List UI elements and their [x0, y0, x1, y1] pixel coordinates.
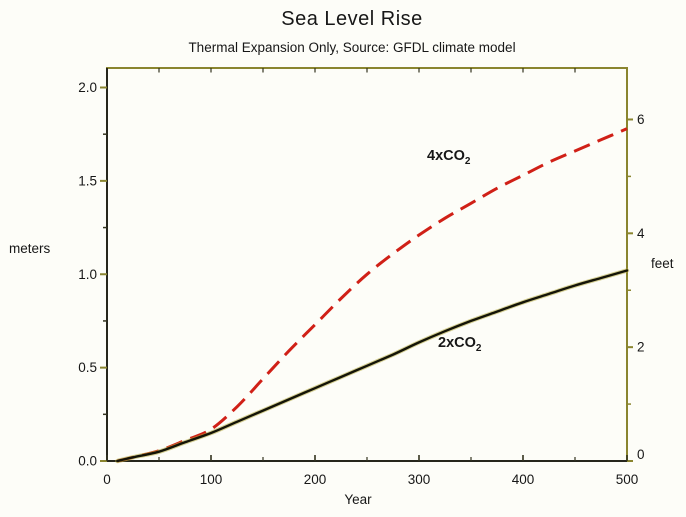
- axis-ticks: [100, 68, 633, 462]
- x-axis-tick-label: 200: [304, 472, 327, 487]
- chart-title: Sea Level Rise: [281, 8, 423, 30]
- left-axis-tick-label: 1.0: [78, 267, 97, 282]
- right-axis-tick-label: 4: [637, 226, 645, 241]
- series-label-2xco2-main: 2xCO: [438, 335, 476, 351]
- series-label-2xco2: 2xCO2: [438, 335, 482, 354]
- left-axis-unit-label: meters: [9, 241, 51, 256]
- left-axis-tick-label: 1.5: [78, 173, 97, 188]
- right-axis-tick-label: 6: [637, 112, 645, 127]
- series-label-2xco2-sub: 2: [476, 343, 482, 354]
- right-axis-tick-label: 0: [637, 447, 645, 462]
- series-label-4xco2-sub: 2: [465, 156, 471, 167]
- series-label-4xco2: 4xCO2: [427, 148, 471, 167]
- x-axis-tick-label: 400: [512, 472, 535, 487]
- curve-2xco2: [116, 269, 629, 463]
- chart-subtitle: Thermal Expansion Only, Source: GFDL cli…: [188, 40, 515, 55]
- left-axis-tick-label: 0.5: [78, 360, 97, 375]
- series-label-4xco2-main: 4xCO: [427, 148, 465, 164]
- left-axis-tick-label: 2.0: [78, 80, 97, 95]
- x-axis-tick-label: 0: [103, 472, 111, 487]
- axis-tick-labels: 0.0 0.5 1.0 1.5 2.0 0 2 4 6 0 100 200 300 400 500: [78, 80, 645, 487]
- x-axis-tick-label: 100: [200, 472, 223, 487]
- right-axis-tick-label: 2: [637, 340, 645, 355]
- right-axis-unit-label: feet: [651, 256, 674, 271]
- x-axis-unit-label: Year: [344, 492, 372, 507]
- left-axis-tick-label: 0.0: [78, 454, 97, 469]
- x-axis-tick-label: 300: [408, 472, 431, 487]
- data-curves: [115, 127, 630, 464]
- x-axis-tick-label: 500: [616, 472, 639, 487]
